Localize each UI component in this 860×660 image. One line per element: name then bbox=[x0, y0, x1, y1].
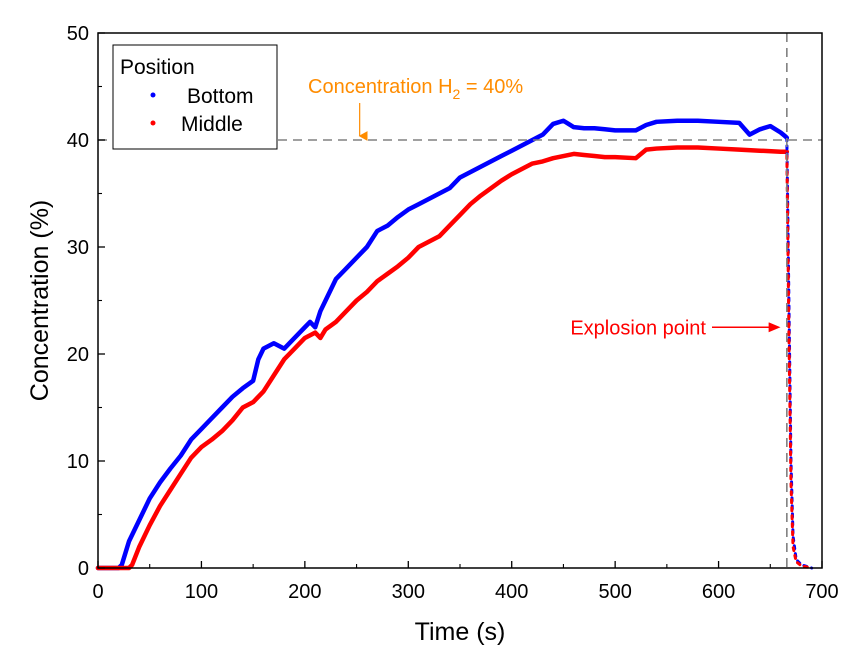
x-tick-label: 300 bbox=[392, 581, 425, 603]
annotation-h2-threshold: Concentration H2 = 40% bbox=[308, 76, 523, 141]
y-tick-label: 40 bbox=[67, 130, 89, 152]
y-tick-label: 20 bbox=[67, 344, 89, 366]
axis-tick-labels: 0 100 200 300 400 500 600 700 0 10 20 30 40 50 bbox=[67, 23, 839, 603]
annotation-h2-main: Concentration H bbox=[308, 76, 453, 98]
x-tick-label: 500 bbox=[598, 581, 631, 603]
x-tick-label: 600 bbox=[702, 581, 735, 603]
legend: Position Bottom Middle bbox=[112, 44, 278, 150]
axis-ticks bbox=[97, 32, 823, 569]
y-tick-label: 0 bbox=[78, 558, 89, 580]
series-layer bbox=[95, 118, 814, 571]
legend-box bbox=[112, 44, 278, 150]
x-axis-title: Time (s) bbox=[415, 618, 506, 646]
legend-marker-middle bbox=[150, 120, 156, 126]
y-axis-title: Concentration (%) bbox=[26, 200, 54, 401]
x-tick-label: 700 bbox=[805, 581, 838, 603]
legend-label-bottom: Bottom bbox=[187, 85, 254, 108]
legend-label-middle: Middle bbox=[181, 113, 243, 136]
y-tick-label: 10 bbox=[67, 451, 89, 473]
y-tick-label: 30 bbox=[67, 237, 89, 259]
series-line-drop-3 bbox=[785, 150, 814, 570]
y-tick-label: 50 bbox=[67, 23, 89, 45]
series-line-middle bbox=[95, 145, 790, 571]
x-tick-label: 100 bbox=[185, 581, 218, 603]
annotation-explosion-point: Explosion point bbox=[570, 317, 781, 339]
legend-title: Position bbox=[120, 56, 195, 79]
annotation-explosion-text: Explosion point bbox=[570, 317, 706, 339]
series-line-bottom bbox=[95, 118, 790, 571]
annotation-h2-text: Concentration H2 = 40% bbox=[308, 76, 523, 102]
x-tick-label: 400 bbox=[495, 581, 528, 603]
legend-marker-bottom bbox=[150, 92, 156, 98]
annotation-h2-subscript: 2 bbox=[453, 86, 461, 102]
x-tick-label: 0 bbox=[92, 581, 103, 603]
x-tick-label: 200 bbox=[288, 581, 321, 603]
annotation-h2-tail: = 40% bbox=[460, 76, 523, 98]
